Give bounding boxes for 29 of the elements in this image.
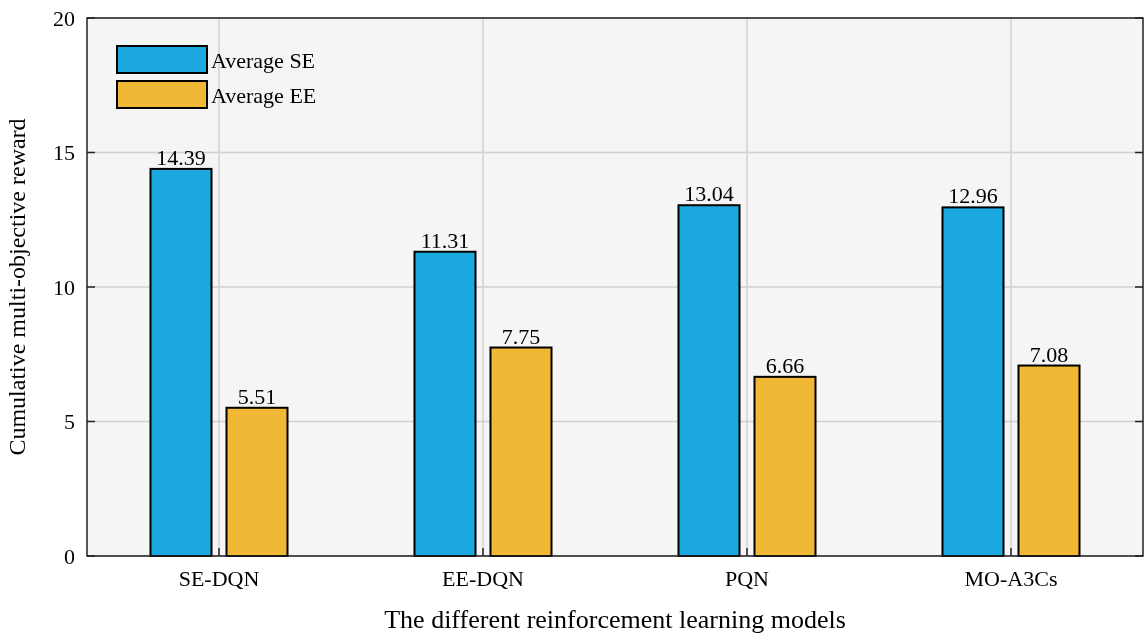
data-label: 7.08	[1029, 341, 1069, 367]
y-axis-title: Cumulative multi-objective reward	[4, 118, 30, 456]
legend-label: Average EE	[211, 82, 317, 108]
bar	[941, 206, 1005, 557]
bar	[677, 204, 741, 557]
data-label: 12.96	[948, 183, 998, 209]
bar	[489, 346, 553, 557]
data-label: 6.66	[765, 352, 805, 378]
x-tick-label: EE-DQN	[442, 566, 525, 591]
bar	[413, 250, 477, 557]
x-axis-title: The different reinforcement learning models	[384, 605, 846, 634]
y-tick-label: 0	[64, 543, 75, 569]
data-label: 11.31	[420, 227, 470, 253]
y-tick-label: 20	[53, 5, 75, 31]
y-tick-label: 10	[53, 274, 75, 300]
bar	[225, 406, 289, 557]
data-label: 7.75	[501, 323, 541, 349]
x-tick-label: MO-A3Cs	[964, 566, 1058, 591]
data-label: 13.04	[684, 181, 734, 207]
y-tick-label: 5	[64, 409, 75, 435]
y-tick-label: 15	[53, 140, 75, 166]
bar	[1017, 364, 1081, 557]
bar	[149, 167, 213, 557]
legend-label: Average SE	[211, 47, 316, 73]
x-tick-label: PQN	[724, 566, 770, 591]
x-tick-label: SE-DQN	[178, 566, 260, 591]
data-label: 5.51	[237, 383, 277, 409]
data-label: 14.39	[156, 144, 206, 170]
bar	[753, 375, 817, 557]
